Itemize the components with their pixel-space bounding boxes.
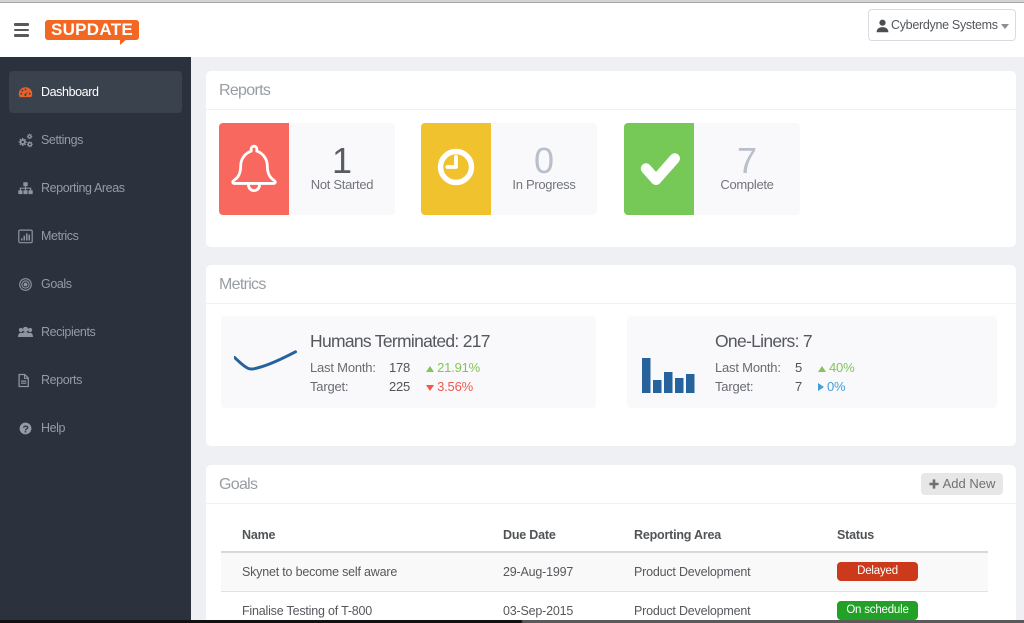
- svg-text:?: ?: [22, 423, 28, 435]
